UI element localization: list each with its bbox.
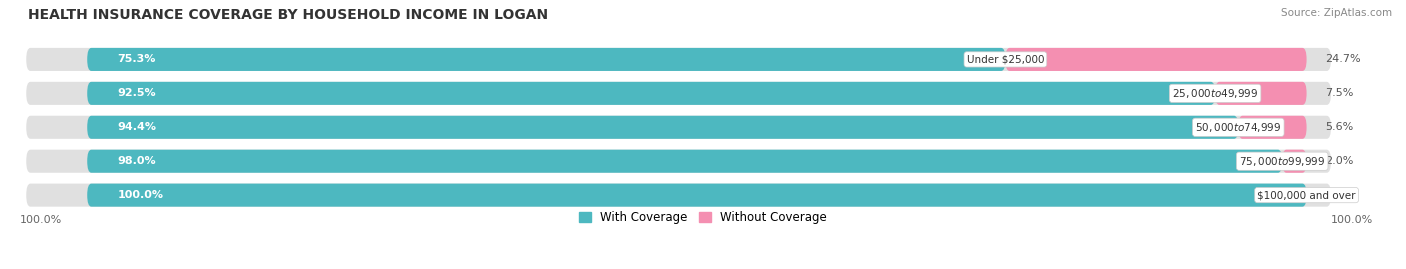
Text: 24.7%: 24.7% <box>1324 54 1361 64</box>
FancyBboxPatch shape <box>27 184 1331 207</box>
Text: 92.5%: 92.5% <box>118 88 156 98</box>
Text: 98.0%: 98.0% <box>118 156 156 166</box>
Text: Under $25,000: Under $25,000 <box>967 54 1045 64</box>
Text: 5.6%: 5.6% <box>1324 122 1353 132</box>
FancyBboxPatch shape <box>1005 48 1306 71</box>
FancyBboxPatch shape <box>87 82 1215 105</box>
Text: $50,000 to $74,999: $50,000 to $74,999 <box>1195 121 1281 134</box>
Text: HEALTH INSURANCE COVERAGE BY HOUSEHOLD INCOME IN LOGAN: HEALTH INSURANCE COVERAGE BY HOUSEHOLD I… <box>28 8 548 22</box>
Text: 100.0%: 100.0% <box>1331 215 1374 225</box>
Text: 0.0%: 0.0% <box>1324 190 1353 200</box>
Legend: With Coverage, Without Coverage: With Coverage, Without Coverage <box>579 211 827 224</box>
Text: Source: ZipAtlas.com: Source: ZipAtlas.com <box>1281 8 1392 18</box>
Text: 7.5%: 7.5% <box>1324 88 1353 98</box>
FancyBboxPatch shape <box>1215 82 1306 105</box>
Text: 100.0%: 100.0% <box>20 215 62 225</box>
Text: $75,000 to $99,999: $75,000 to $99,999 <box>1239 155 1326 168</box>
Text: 100.0%: 100.0% <box>118 190 163 200</box>
FancyBboxPatch shape <box>27 150 1331 173</box>
FancyBboxPatch shape <box>27 116 1331 139</box>
Text: $100,000 and over: $100,000 and over <box>1257 190 1355 200</box>
FancyBboxPatch shape <box>1239 116 1306 139</box>
Text: 94.4%: 94.4% <box>118 122 156 132</box>
FancyBboxPatch shape <box>87 116 1239 139</box>
FancyBboxPatch shape <box>87 48 1005 71</box>
FancyBboxPatch shape <box>27 82 1331 105</box>
FancyBboxPatch shape <box>27 48 1331 71</box>
FancyBboxPatch shape <box>1282 150 1306 173</box>
Text: 2.0%: 2.0% <box>1324 156 1353 166</box>
Text: 75.3%: 75.3% <box>118 54 156 64</box>
Text: $25,000 to $49,999: $25,000 to $49,999 <box>1173 87 1258 100</box>
FancyBboxPatch shape <box>87 150 1282 173</box>
FancyBboxPatch shape <box>87 184 1306 207</box>
